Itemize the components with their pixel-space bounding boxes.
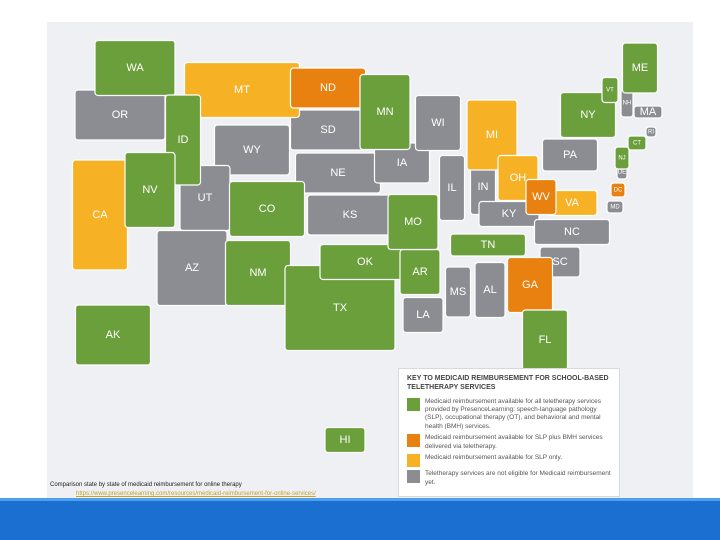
state-label: IA [397,157,408,169]
state-shape [610,182,626,198]
legend-item: Medicaid reimbursement available for all… [407,397,611,432]
state-label: NH [623,101,632,107]
state-label: MD [610,205,620,211]
state-label: IL [447,182,456,194]
state-label: WA [126,62,144,74]
legend-item: Medicaid reimbursement available for SLP… [407,434,611,451]
footer-bar [0,498,720,540]
legend-title: KEY TO MEDICAID REIMBURSEMENT FOR SCHOOL… [407,375,609,391]
state-shape [601,76,619,104]
state-shape [438,154,466,222]
state-label: NE [330,167,345,179]
state-label: UT [198,192,213,204]
state-shape [213,124,291,176]
state-label: VT [606,88,614,94]
state-label: WY [243,144,261,156]
state-shape [228,180,306,238]
state-label: MS [450,286,467,298]
legend-item: Medicaid reimbursement available for SLP… [407,454,611,468]
state-shape [466,99,518,171]
state-label: GA [522,279,539,291]
caption: Comparison state by state of medicaid re… [50,482,242,488]
state-shape [74,304,152,366]
state-shape [645,126,657,138]
state-label: CA [92,209,108,221]
legend-swatch [407,434,420,448]
link[interactable]: https://www.presencelearning.com/resourc… [76,491,316,497]
state-label: ID [178,134,189,146]
state-label: MN [376,106,393,118]
legend-text: Medicaid reimbursement available for all… [425,397,601,430]
legend-text: Teletherapy services are not eligible fo… [425,470,611,486]
state-label: TN [481,239,496,251]
state-label: WV [532,191,550,203]
state-shape [633,105,663,119]
state-label: RI [648,130,654,136]
state-label: NM [249,267,266,279]
state-shape [621,42,659,94]
state-label: DE [618,170,626,176]
state-shape [124,151,176,229]
state-label: KY [502,208,517,220]
state-label: AR [412,266,427,278]
state-label: NY [580,109,596,121]
state-label: CT [633,141,641,147]
state-label: OR [112,109,129,121]
state-label: MO [404,216,422,228]
state-shape [387,193,439,251]
state-label: ME [632,62,649,74]
state-label: FL [539,334,552,346]
state-shape [627,135,647,151]
state-shape [474,261,506,319]
state-label: CO [259,203,276,215]
state-shape [94,39,176,97]
state-label: VA [565,197,580,209]
state-shape [606,200,624,214]
state-label: MI [486,129,498,141]
state-label: ND [320,82,336,94]
state-shape [444,266,472,318]
state-shape [614,146,630,170]
legend-swatch [407,470,420,484]
state-shape [533,218,611,246]
state-label: NJ [618,156,625,162]
state-shape [449,233,527,257]
state-label: MA [640,106,657,118]
state-label: OK [357,256,374,268]
state-shape [324,426,366,454]
state-label: DC [614,188,623,194]
state-label: IN [478,181,489,193]
legend: KEY TO MEDICAID REIMBURSEMENT FOR SCHOOL… [398,368,620,497]
state-label: LA [416,309,430,321]
legend-text: Medicaid reimbursement available for SLP… [425,454,563,462]
state-label: AZ [185,262,199,274]
state-shape [402,296,444,334]
state-label: WI [431,117,444,129]
state-label: HI [340,434,351,446]
state-shape [525,178,557,216]
state-shape [559,91,617,139]
state-shape [541,138,599,172]
state-label: NC [564,226,580,238]
state-label: NV [142,184,158,196]
legend-text: Medicaid reimbursement available for SLP… [425,434,603,450]
state-shape [359,73,411,151]
legend-item: Teletherapy services are not eligible fo… [407,470,611,487]
state-label: SC [552,256,567,268]
state-label: PA [563,149,578,161]
state-label: TX [333,302,348,314]
state-label: SD [320,124,335,136]
state-label: MT [234,84,250,96]
state-label: OH [510,172,527,184]
state-label: KS [343,209,358,221]
legend-swatch [407,397,420,411]
legend-swatch [407,454,420,468]
state-shape [414,94,462,152]
state-label: AK [106,329,121,341]
state-label: AL [483,284,496,296]
